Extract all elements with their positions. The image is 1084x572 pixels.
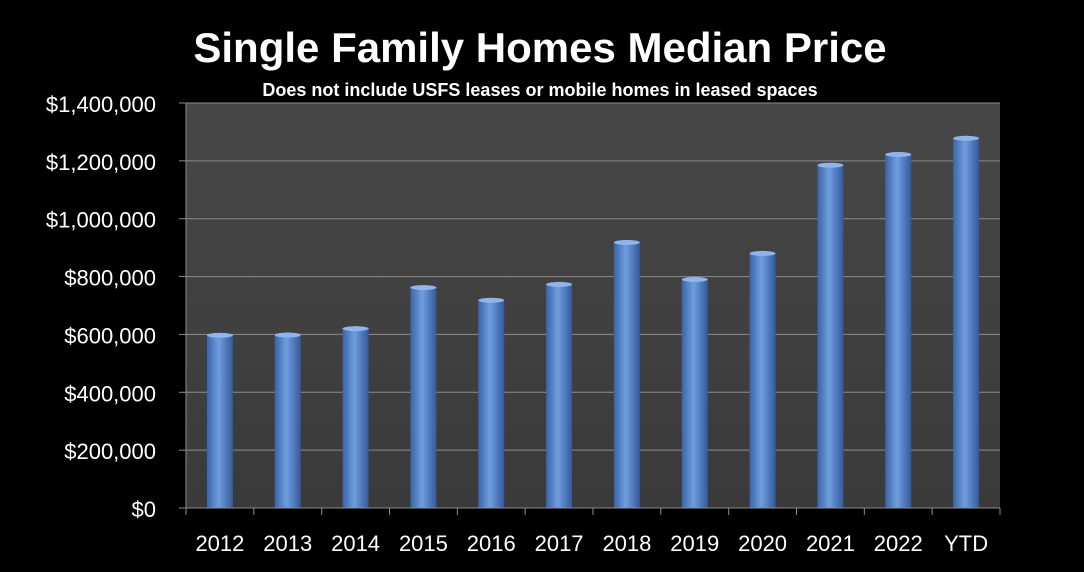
y-tick-label: $400,000 <box>64 381 156 406</box>
bar <box>681 279 708 508</box>
gridlines <box>186 102 1000 451</box>
bar <box>817 165 844 509</box>
x-tick-label: 2013 <box>263 531 312 556</box>
bar <box>953 138 980 509</box>
x-tick-label: 2018 <box>602 531 651 556</box>
bar-top-highlight <box>817 162 844 168</box>
y-tick-label: $1,000,000 <box>46 208 156 233</box>
bar-top-highlight <box>342 326 369 332</box>
bar <box>478 300 505 508</box>
y-tick-label: $1,200,000 <box>46 150 156 175</box>
x-tick-label: 2019 <box>670 531 719 556</box>
axes <box>179 102 1001 515</box>
bar-top-highlight <box>478 297 505 303</box>
y-tick-label: $200,000 <box>64 439 156 464</box>
bar-top-highlight <box>410 285 437 291</box>
chart-title: Single Family Homes Median Price <box>193 24 886 71</box>
bar <box>749 253 776 508</box>
y-tick-labels: $0 $200,000 $400,000 $600,000 $800,000 $1,000… <box>46 92 156 522</box>
bar <box>342 328 369 508</box>
x-tick-label: 2014 <box>331 531 380 556</box>
chart-subtitle: Does not include USFS leases or mobile h… <box>262 80 817 100</box>
y-tick-label: $1,400,000 <box>46 92 156 117</box>
y-tick-label: $800,000 <box>64 266 156 291</box>
plot-area <box>186 103 1000 508</box>
y-tick-label: $0 <box>132 497 156 522</box>
bar <box>885 154 912 508</box>
bar-top-highlight <box>613 239 640 245</box>
x-tick-labels: 2012 2013 2014 2015 2016 2017 2018 2019 2020 2021… <box>195 531 988 556</box>
bar-top-highlight <box>206 332 233 338</box>
y-tick-label: $600,000 <box>64 323 156 348</box>
bars <box>206 135 980 509</box>
x-tick-label: 2017 <box>535 531 584 556</box>
bar-top-highlight <box>953 135 980 141</box>
x-tick-label: 2016 <box>467 531 516 556</box>
bar-top-highlight <box>274 332 301 338</box>
bar-top-highlight <box>885 151 912 157</box>
x-tick-label: 2022 <box>874 531 923 556</box>
x-tick-label: 2021 <box>806 531 855 556</box>
bar-top-highlight <box>749 250 776 256</box>
x-tick-label: 2015 <box>399 531 448 556</box>
bar <box>546 284 573 508</box>
bar-top-highlight <box>546 281 573 287</box>
bar <box>410 287 437 508</box>
bar <box>206 335 233 508</box>
bar-top-highlight <box>681 276 708 282</box>
x-tick-label: 2012 <box>195 531 244 556</box>
x-tick-label: YTD <box>944 531 988 556</box>
bar <box>613 242 640 508</box>
bar <box>274 335 301 508</box>
x-tick-label: 2020 <box>738 531 787 556</box>
